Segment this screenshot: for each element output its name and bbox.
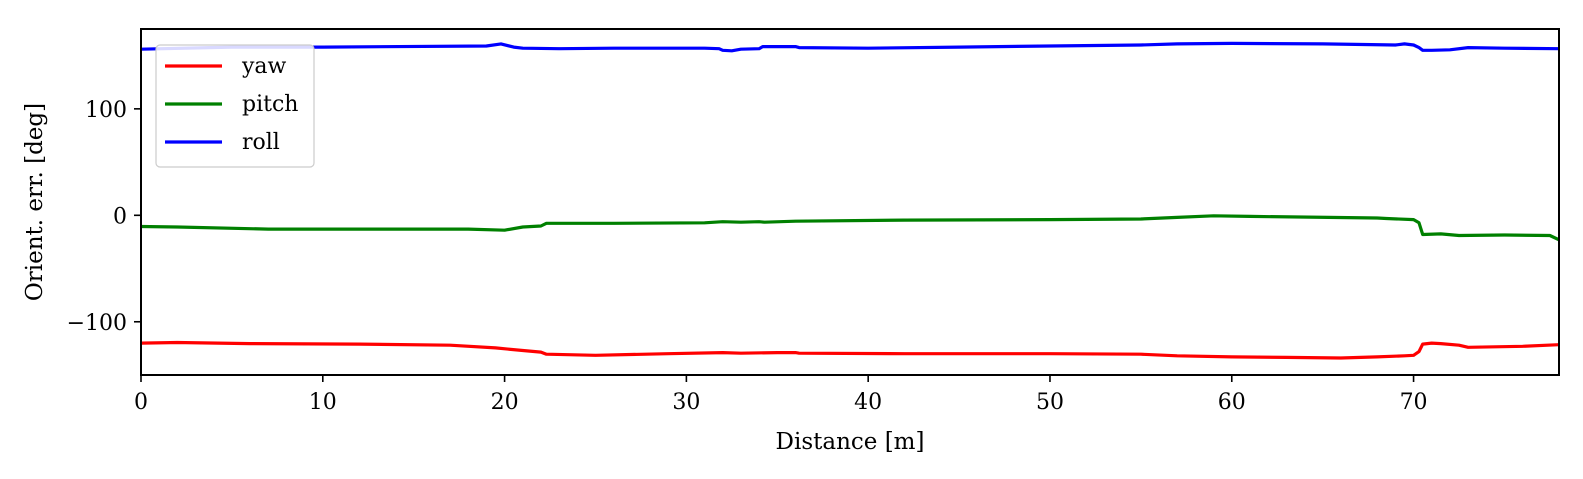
plot-frame <box>140 28 1560 376</box>
x-tick-label: 40 <box>854 390 882 415</box>
y-axis-ticks: −100 0 100 <box>67 98 141 336</box>
y-tick-label: 0 <box>113 204 127 229</box>
x-tick-label: 70 <box>1400 390 1428 415</box>
x-tick-label: 60 <box>1218 390 1246 415</box>
series-line-pitch <box>141 214 1559 242</box>
legend-label-roll: roll <box>242 130 280 155</box>
x-axis-label: Distance [m] <box>776 429 925 455</box>
x-tick-label: 50 <box>1036 390 1064 415</box>
series-line-yaw <box>141 340 1559 360</box>
x-tick-label: 10 <box>309 390 337 415</box>
series-line-roll <box>141 41 1559 53</box>
legend-label-pitch: pitch <box>242 92 298 117</box>
x-axis-ticks: 0 10 20 30 40 50 60 70 <box>134 375 1428 415</box>
x-tick-label: 30 <box>672 390 700 415</box>
legend: yaw pitch roll <box>155 44 315 168</box>
y-tick-label: 100 <box>85 98 127 123</box>
legend-box <box>155 44 315 168</box>
legend-label-yaw: yaw <box>241 54 287 79</box>
y-tick-label: −100 <box>67 311 127 336</box>
series-lines <box>141 41 1559 360</box>
x-tick-label: 0 <box>134 390 148 415</box>
x-tick-label: 20 <box>491 390 519 415</box>
y-axis-label: Orient. err. [deg] <box>22 103 48 301</box>
